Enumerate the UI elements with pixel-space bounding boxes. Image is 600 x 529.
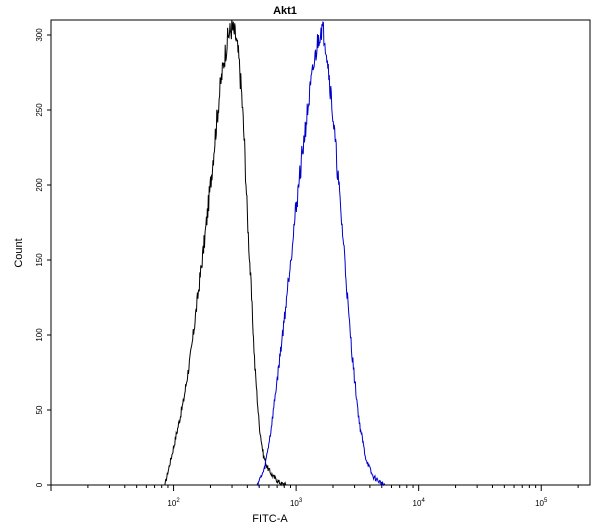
series-layer — [164, 19, 386, 487]
y-tick-label-50: 50 — [35, 405, 44, 414]
y-tick-label-0: 0 — [35, 482, 44, 487]
plot-frame — [50, 19, 591, 486]
y-axis-label: Count — [13, 238, 25, 267]
y-tick-label-250: 250 — [35, 103, 44, 117]
x-tick-label-100000: 105 — [535, 498, 548, 508]
x-tick-base: 10 — [167, 499, 176, 508]
x-axis: 102 103 104 105 — [50, 485, 579, 508]
y-axis: 0 50 100 150 200 250 300 — [35, 28, 51, 487]
x-tick-exponent: 3 — [299, 498, 303, 504]
histogram-series-1 — [164, 19, 288, 487]
y-tick-label-150: 150 — [35, 253, 44, 267]
x-axis-label: FITC-A — [252, 513, 288, 525]
chart-title: Akt1 — [273, 5, 297, 17]
x-tick-exponent: 4 — [421, 498, 425, 504]
histogram-series-2 — [256, 21, 386, 487]
x-tick-label-10000: 104 — [413, 498, 426, 508]
x-tick-label-100: 102 — [167, 498, 180, 508]
y-tick-label-300: 300 — [35, 28, 44, 42]
x-tick-label-1000: 103 — [290, 498, 303, 508]
x-tick-exponent: 2 — [176, 498, 180, 504]
x-tick-base: 10 — [535, 499, 544, 508]
x-tick-exponent: 5 — [544, 498, 548, 504]
y-tick-label-100: 100 — [35, 328, 44, 342]
x-tick-base: 10 — [413, 499, 422, 508]
x-tick-base: 10 — [290, 499, 299, 508]
y-tick-label-200: 200 — [35, 178, 44, 192]
